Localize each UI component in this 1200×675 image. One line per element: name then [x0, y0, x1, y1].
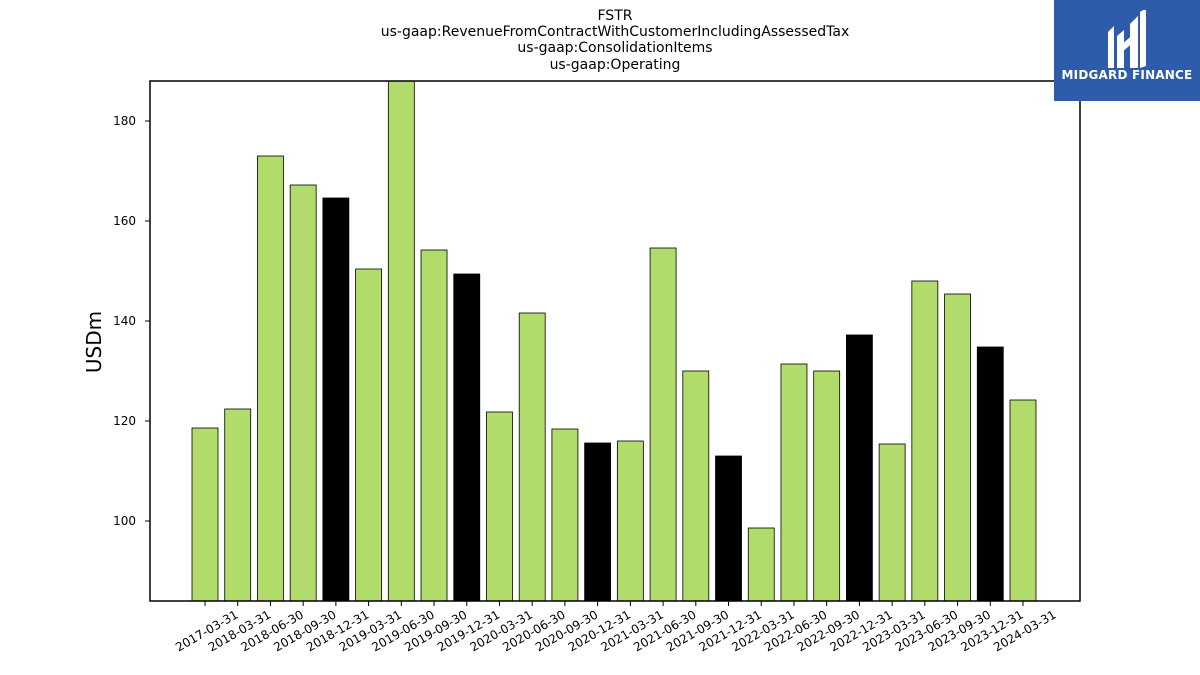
y-tick-label-180: 180	[113, 114, 136, 128]
bar-2021-09-30	[682, 370, 710, 602]
bar-2022-06-30	[780, 363, 808, 602]
bar-2020-12-31	[584, 442, 612, 602]
midgard-finance-logo: MIDGARD FINANCE	[1054, 0, 1200, 101]
bar-2023-09-30	[944, 293, 971, 602]
bar-2020-09-30	[551, 428, 579, 602]
bar-2018-12-31	[322, 197, 350, 602]
bar-2021-12-31	[715, 455, 742, 602]
y-tick-label-140: 140	[113, 314, 136, 328]
bar-2022-03-31	[747, 527, 775, 602]
logo-text: MIDGARD FINANCE	[1061, 68, 1193, 82]
bar-2018-09-30	[289, 184, 317, 602]
bar-2019-03-31	[355, 268, 383, 602]
bar-2023-03-31	[878, 443, 906, 602]
title-line-3: us-gaap:ConsolidationItems	[517, 40, 712, 56]
bar-2021-03-31	[616, 440, 644, 602]
y-tick-label-120: 120	[113, 414, 136, 428]
bar-2020-06-30	[518, 312, 546, 602]
bar-2018-03-31	[224, 408, 252, 602]
bar-2021-06-30	[649, 247, 677, 602]
bar-2019-09-30	[420, 249, 448, 602]
bar-2023-12-31	[976, 346, 1004, 602]
bar-2017-03-31	[191, 427, 219, 602]
bar-2018-06-30	[257, 155, 284, 602]
bars-group	[191, 80, 1037, 602]
bar-2022-09-30	[813, 370, 841, 602]
plot-frame	[149, 80, 1081, 602]
bar-2019-12-31	[453, 273, 481, 602]
y-axis-label: USDm	[82, 311, 106, 373]
bar-2023-06-30	[911, 280, 939, 602]
y-tick-label-100: 100	[113, 514, 136, 528]
y-axis: 100 120 140 160 180	[113, 114, 150, 528]
y-tick-label-160: 160	[113, 214, 136, 228]
title-line-1: FSTR	[598, 8, 633, 24]
bar-2020-03-31	[486, 411, 513, 602]
chart-title: FSTR us-gaap:RevenueFromContractWithCust…	[381, 8, 850, 73]
midgard-logo-icon	[1108, 10, 1146, 68]
title-line-4: us-gaap:Operating	[550, 57, 681, 73]
bar-2019-06-30	[387, 80, 415, 602]
title-line-2: us-gaap:RevenueFromContractWithCustomerI…	[381, 24, 850, 40]
bar-2022-12-31	[846, 334, 873, 602]
bar-2024-03-31	[1009, 399, 1037, 602]
x-axis: 2017-03-312018-03-312018-06-302018-09-30…	[173, 601, 1059, 654]
